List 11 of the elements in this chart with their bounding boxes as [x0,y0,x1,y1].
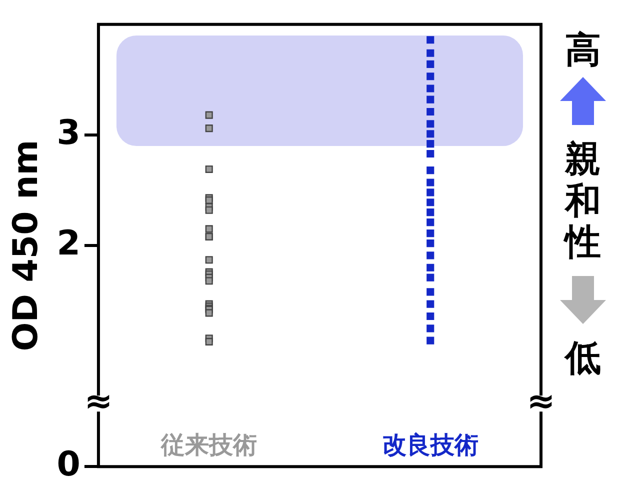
text: 低 [563,338,602,379]
y-axis-title: OD 450 nm [6,140,46,352]
y-tick-label: 3 [56,112,80,153]
text: 高 [564,30,602,72]
y-tick-label: 2 [56,223,80,264]
x-tick-label: 従来技術 [160,430,258,459]
annotation: ≈ [526,381,556,422]
x-tick-label: 改良技術 [382,430,478,459]
y-tick-label: 0 [56,444,80,484]
annotation: ≈ [84,381,113,422]
text: 親和性 [563,139,602,264]
